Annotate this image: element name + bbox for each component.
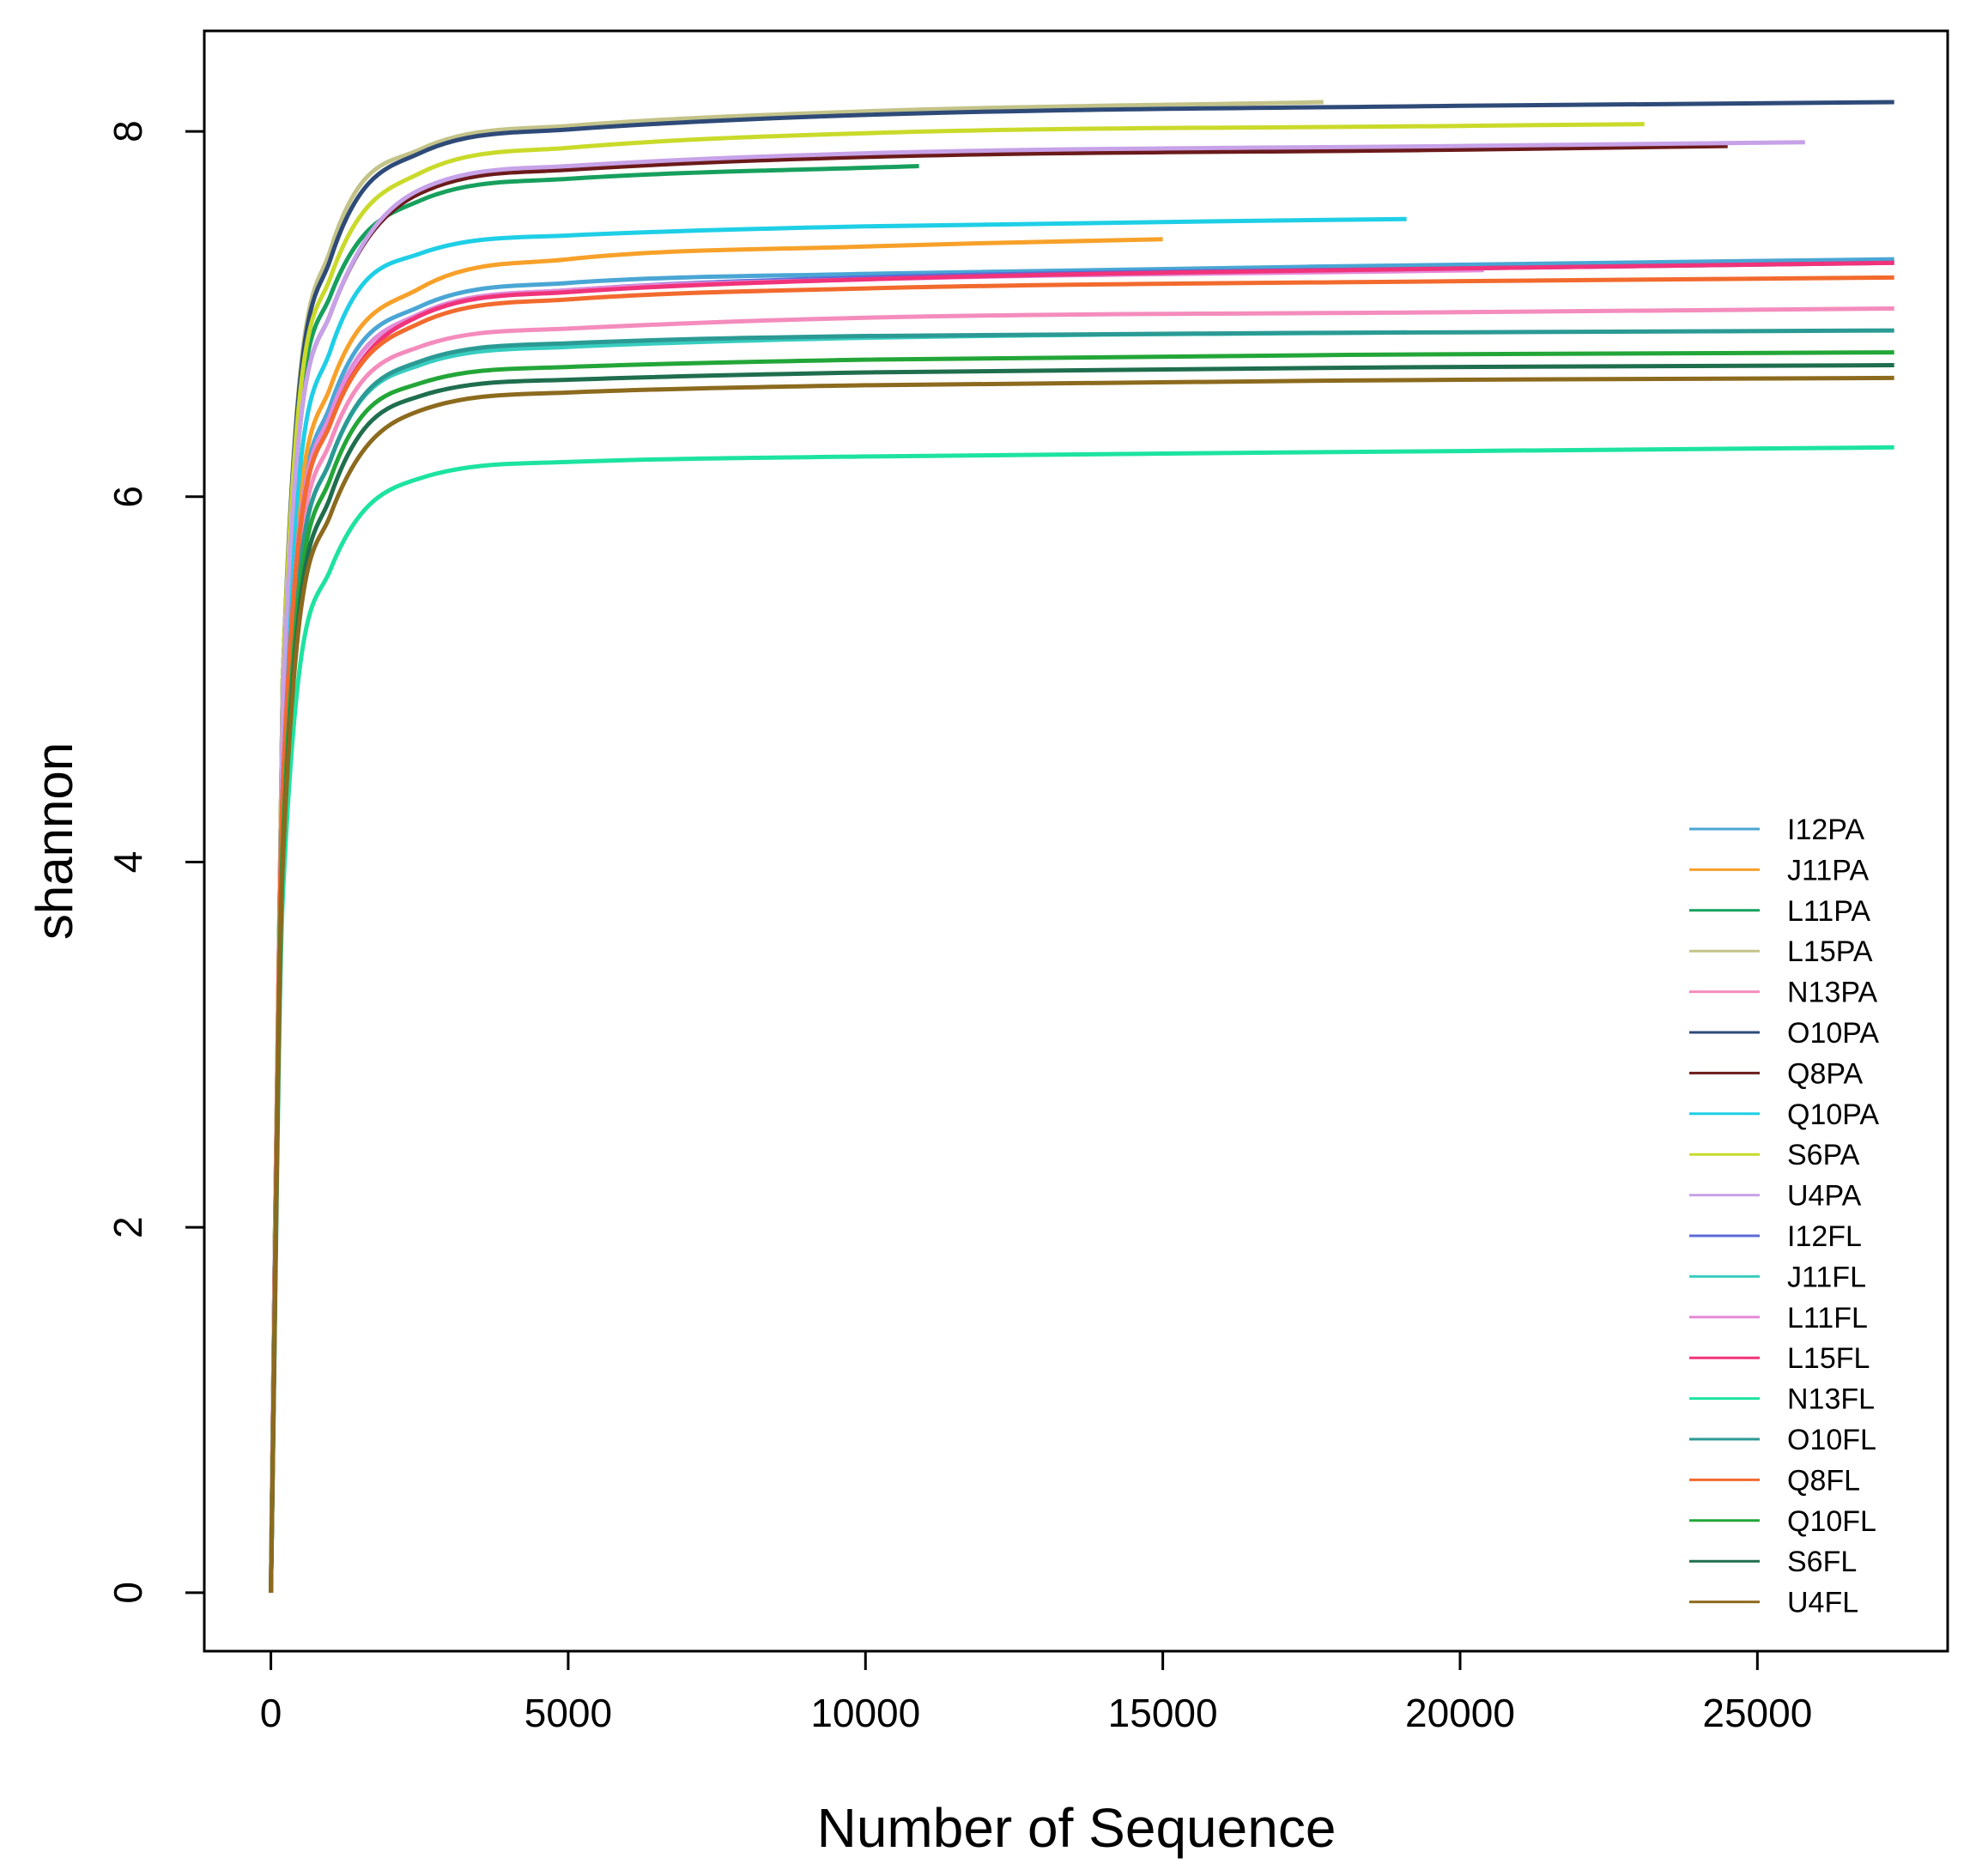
legend-label-s6pa: S6PA bbox=[1787, 1139, 1860, 1171]
legend-label-j11pa: J11PA bbox=[1787, 854, 1869, 887]
series-lines bbox=[269, 100, 1894, 1593]
legend-label-q10pa: Q10PA bbox=[1787, 1098, 1879, 1131]
legend-label-q10fl: Q10FL bbox=[1787, 1505, 1876, 1538]
legend-label-i12pa: I12PA bbox=[1787, 814, 1864, 846]
series-line-j11pa bbox=[269, 237, 1163, 1593]
series-line-s6fl bbox=[269, 363, 1894, 1593]
y-tick-label: 2 bbox=[106, 1216, 150, 1238]
y-tick-label: 0 bbox=[106, 1582, 150, 1604]
x-tick-label: 5000 bbox=[524, 1691, 612, 1735]
series-line-n13pa bbox=[269, 306, 1894, 1593]
series-line-o10fl bbox=[269, 328, 1894, 1593]
series-line-q8fl bbox=[269, 275, 1894, 1593]
y-tick-label: 6 bbox=[106, 486, 150, 508]
legend-label-l11pa: L11PA bbox=[1787, 895, 1870, 928]
series-line-i12pa bbox=[269, 257, 1894, 1593]
legend: I12PA J11PA L11PA L15PA N13PA O10PA Q8PA Q10PA S… bbox=[1689, 814, 1879, 1619]
x-tick-label: 0 bbox=[260, 1691, 282, 1735]
legend-label-n13fl: N13FL bbox=[1787, 1383, 1875, 1416]
legend-label-u4pa: U4PA bbox=[1787, 1180, 1862, 1213]
legend-label-n13pa: N13PA bbox=[1787, 977, 1878, 1009]
series-line-u4fl bbox=[269, 375, 1894, 1593]
legend-label-i12fl: I12FL bbox=[1787, 1220, 1862, 1253]
legend-label-o10pa: O10PA bbox=[1787, 1017, 1879, 1050]
legend-label-q8pa: Q8PA bbox=[1787, 1057, 1864, 1090]
legend-label-o10fl: O10FL bbox=[1787, 1424, 1876, 1456]
legend-label-q8fl: Q8FL bbox=[1787, 1464, 1860, 1497]
series-line-j11fl bbox=[269, 330, 1407, 1593]
x-tick-label: 25000 bbox=[1702, 1691, 1812, 1735]
legend-label-j11fl: J11FL bbox=[1787, 1261, 1866, 1293]
legend-label-u4fl: U4FL bbox=[1787, 1587, 1858, 1619]
y-tick-label: 4 bbox=[106, 851, 150, 874]
y-axis-label: shannon bbox=[26, 742, 83, 940]
x-axis: 0 5000 10000 15000 20000 25000 bbox=[260, 1649, 1812, 1735]
series-line-q10fl bbox=[269, 350, 1894, 1593]
x-tick-label: 15000 bbox=[1108, 1691, 1218, 1735]
series-line-s6pa bbox=[269, 122, 1645, 1593]
series-line-l15pa bbox=[269, 100, 1324, 1593]
series-line-q8pa bbox=[269, 143, 1728, 1593]
series-line-o10pa bbox=[269, 100, 1894, 1593]
legend-label-l15fl: L15FL bbox=[1787, 1342, 1870, 1375]
y-axis: 0 2 4 6 8 bbox=[106, 120, 206, 1604]
legend-label-l15pa: L15PA bbox=[1787, 935, 1873, 968]
legend-label-l11fl: L11FL bbox=[1787, 1302, 1868, 1334]
x-tick-label: 20000 bbox=[1405, 1691, 1515, 1735]
y-tick-label: 8 bbox=[106, 120, 150, 142]
x-axis-label: Number of Sequence bbox=[817, 1797, 1336, 1859]
legend-label-s6fl: S6FL bbox=[1787, 1546, 1857, 1578]
series-line-n13fl bbox=[269, 445, 1894, 1593]
x-tick-label: 10000 bbox=[810, 1691, 920, 1735]
series-line-q10pa bbox=[269, 216, 1407, 1593]
